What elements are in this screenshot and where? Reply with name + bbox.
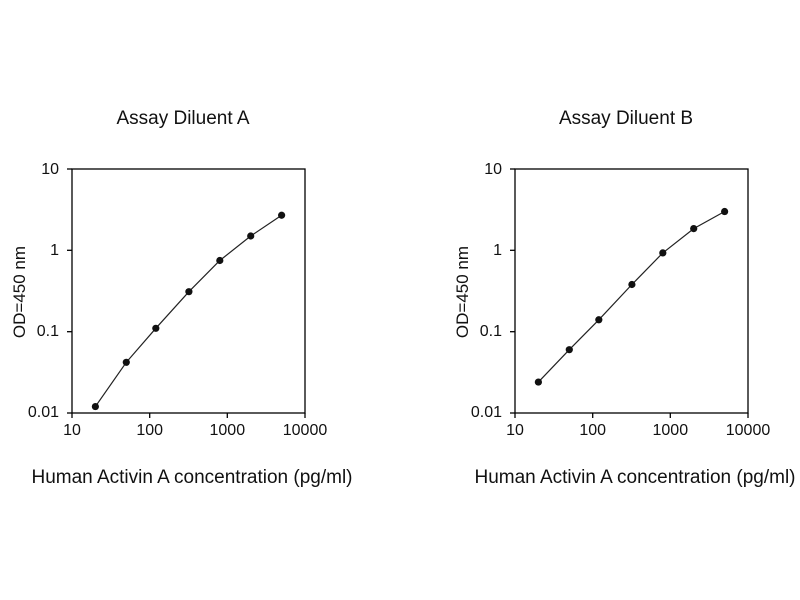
svg-text:1000: 1000 bbox=[653, 422, 689, 439]
svg-text:10: 10 bbox=[484, 161, 502, 178]
svg-text:10: 10 bbox=[63, 422, 81, 439]
svg-text:10000: 10000 bbox=[283, 422, 328, 439]
svg-text:1: 1 bbox=[493, 242, 502, 259]
svg-text:10: 10 bbox=[41, 161, 59, 178]
svg-text:1000: 1000 bbox=[210, 422, 246, 439]
svg-text:0.1: 0.1 bbox=[37, 323, 59, 340]
svg-text:1: 1 bbox=[50, 242, 59, 259]
svg-text:0.1: 0.1 bbox=[480, 323, 502, 340]
svg-text:0.01: 0.01 bbox=[471, 404, 502, 421]
svg-text:10000: 10000 bbox=[726, 422, 771, 439]
svg-text:0.01: 0.01 bbox=[28, 404, 59, 421]
svg-text:100: 100 bbox=[579, 422, 606, 439]
svg-text:10: 10 bbox=[506, 422, 524, 439]
svg-text:100: 100 bbox=[136, 422, 163, 439]
